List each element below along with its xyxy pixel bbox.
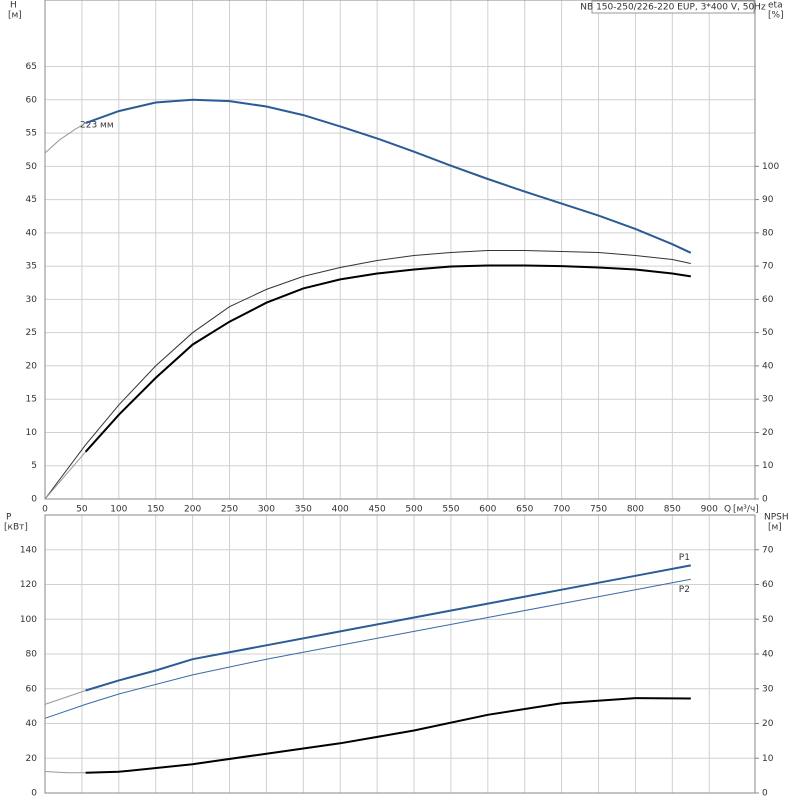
y-tick-label: 0 bbox=[31, 789, 37, 799]
y2-tick-label: 50 bbox=[762, 615, 774, 625]
curve bbox=[44, 578, 691, 719]
y-tick-label: 20 bbox=[26, 754, 38, 764]
x-tick-label: 50 bbox=[76, 505, 88, 515]
y2-tick-label: 60 bbox=[762, 295, 774, 305]
y2-unit: [%] bbox=[768, 11, 784, 21]
y2-tick-label: 30 bbox=[762, 684, 774, 694]
y-tick-label: 50 bbox=[26, 162, 38, 172]
y2-tick-label: 20 bbox=[762, 719, 774, 729]
plot-frame bbox=[44, 514, 756, 794]
curve bbox=[85, 98, 692, 254]
plot-frame bbox=[44, 0, 756, 500]
x-tick-label: 350 bbox=[295, 505, 312, 515]
y2-tick-label: 100 bbox=[762, 162, 779, 172]
x-tick-label: 450 bbox=[369, 505, 386, 515]
x-tick-label: 750 bbox=[590, 505, 607, 515]
x-tick-label: 200 bbox=[184, 505, 201, 515]
y2-tick-label: 30 bbox=[762, 395, 774, 405]
x-tick-label: 150 bbox=[147, 505, 164, 515]
legend-label: P2 bbox=[679, 585, 690, 595]
x-tick-label: 650 bbox=[516, 505, 533, 515]
x-label: Q bbox=[724, 505, 731, 515]
y-tick-label: 35 bbox=[26, 262, 37, 272]
x-tick-label: 700 bbox=[553, 505, 570, 515]
y-unit: [кВт] bbox=[4, 523, 28, 533]
y-tick-label: 25 bbox=[26, 328, 37, 338]
x-tick-label: 0 bbox=[42, 505, 48, 515]
y-tick-label: 100 bbox=[20, 615, 37, 625]
x-tick-label: 300 bbox=[258, 505, 275, 515]
x-tick-label: 500 bbox=[405, 505, 422, 515]
x-unit: [м³/ч] bbox=[733, 505, 759, 515]
x-tick-label: 900 bbox=[701, 505, 718, 515]
x-tick-label: 100 bbox=[110, 505, 127, 515]
y-tick-label: 65 bbox=[26, 62, 37, 72]
y2-tick-label: 80 bbox=[762, 228, 774, 238]
x-tick-label: 550 bbox=[442, 505, 459, 515]
y-tick-label: 40 bbox=[26, 228, 38, 238]
y-tick-label: 0 bbox=[31, 495, 37, 505]
y-tick-label: 15 bbox=[26, 395, 37, 405]
chart-title: NB 150-250/226-220 EUP, 3*400 V, 50Hz bbox=[580, 3, 766, 13]
y2-label: eta bbox=[768, 1, 783, 11]
y2-tick-label: 0 bbox=[762, 789, 768, 799]
curve bbox=[85, 564, 691, 692]
y-tick-label: 80 bbox=[26, 650, 38, 660]
y2-tick-label: 40 bbox=[762, 361, 774, 371]
legend-label: P1 bbox=[679, 553, 690, 563]
annotation: 223 мм bbox=[80, 121, 114, 131]
y-tick-label: 120 bbox=[20, 580, 37, 590]
x-tick-label: 600 bbox=[479, 505, 496, 515]
title-box bbox=[591, 0, 755, 14]
curve bbox=[84, 264, 691, 453]
y2-tick-label: 10 bbox=[762, 461, 774, 471]
curve bbox=[44, 122, 86, 154]
curve bbox=[85, 697, 691, 774]
y-tick-label: 60 bbox=[26, 684, 38, 694]
y-label: H bbox=[10, 1, 17, 11]
curve bbox=[44, 771, 86, 774]
y-tick-label: 140 bbox=[20, 545, 37, 555]
y2-tick-label: 60 bbox=[762, 580, 774, 590]
curve bbox=[44, 451, 86, 500]
curve bbox=[44, 690, 86, 705]
y-tick-label: 40 bbox=[26, 719, 38, 729]
y2-tick-label: 10 bbox=[762, 754, 774, 764]
y-tick-label: 20 bbox=[26, 361, 38, 371]
y-tick-label: 10 bbox=[26, 428, 38, 438]
y-unit: [м] bbox=[8, 11, 22, 21]
y-label: P bbox=[6, 513, 12, 523]
x-tick-label: 800 bbox=[627, 505, 644, 515]
x-tick-label: 250 bbox=[221, 505, 238, 515]
y2-tick-label: 70 bbox=[762, 545, 774, 555]
y2-unit: [м] bbox=[768, 523, 782, 533]
curve bbox=[44, 250, 691, 500]
x-tick-label: 400 bbox=[332, 505, 349, 515]
y-tick-label: 30 bbox=[26, 295, 38, 305]
y-tick-label: 60 bbox=[26, 95, 38, 105]
y-tick-label: 45 bbox=[26, 195, 37, 205]
y2-label: NPSH bbox=[764, 513, 789, 523]
y-tick-label: 5 bbox=[31, 461, 37, 471]
y2-tick-label: 20 bbox=[762, 428, 774, 438]
y2-tick-label: 50 bbox=[762, 328, 774, 338]
y2-tick-label: 40 bbox=[762, 650, 774, 660]
y2-tick-label: 90 bbox=[762, 195, 774, 205]
x-tick-label: 850 bbox=[664, 505, 681, 515]
y2-tick-label: 0 bbox=[762, 495, 768, 505]
y2-tick-label: 70 bbox=[762, 262, 774, 272]
y-tick-label: 55 bbox=[26, 129, 37, 139]
